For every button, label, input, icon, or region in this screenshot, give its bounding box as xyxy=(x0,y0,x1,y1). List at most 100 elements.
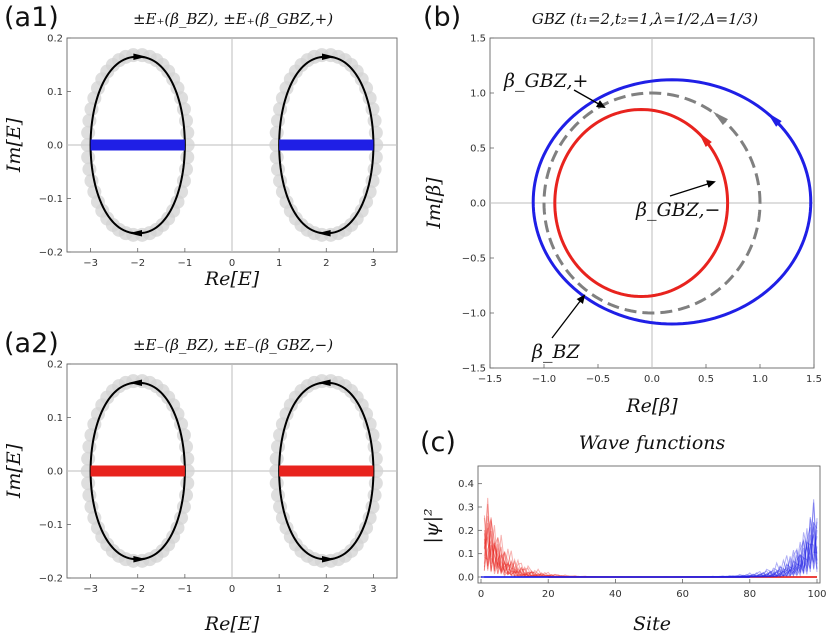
x-tick-label: 60 xyxy=(676,589,689,600)
plot-area-b xyxy=(490,38,814,368)
x-tick-label: 0 xyxy=(229,258,235,269)
gbz-direction-arrow xyxy=(698,131,712,148)
wavefunction-line xyxy=(484,516,818,578)
wavefunction-line xyxy=(484,499,818,578)
annotation-arrow-gbz-plus xyxy=(573,89,606,108)
x-axis-label-b: Re[β] xyxy=(625,395,678,417)
gbz-spectrum-point xyxy=(368,451,383,466)
gbz-spectrum-point xyxy=(179,488,194,503)
x-tick-label: 1 xyxy=(276,258,282,269)
x-tick-label: 0.0 xyxy=(644,374,660,385)
loop-direction-arrow xyxy=(133,556,147,563)
loop-direction-arrow xyxy=(317,379,331,386)
annotation-bz: β_BZ xyxy=(531,341,580,363)
wavefunction-line xyxy=(483,497,817,578)
plot-frame-c xyxy=(477,465,821,584)
wavefunction-line xyxy=(483,523,817,578)
annotation-arrow-gbz-minus xyxy=(669,180,716,197)
x-tick-label: 2 xyxy=(323,584,329,595)
x-tick-label: −1.0 xyxy=(532,374,556,385)
loop-direction-arrow xyxy=(321,53,336,60)
y-tick-label: 0.0 xyxy=(458,573,474,584)
gbz-spectrum-point xyxy=(269,125,284,140)
x-tick-label: −1.5 xyxy=(478,374,502,385)
x-tick-label: 1.5 xyxy=(806,374,822,385)
gbz-spectrum-point xyxy=(180,451,195,466)
y-tick-label: −0.5 xyxy=(462,254,486,265)
y-axis-label-b: Im[β] xyxy=(423,177,445,230)
gbz-spectrum-point xyxy=(81,451,96,466)
gbz-direction-arrow xyxy=(713,111,729,126)
y-tick-label: −0.2 xyxy=(39,248,63,259)
gbz-spectrum-point xyxy=(81,150,96,165)
x-tick-label: 80 xyxy=(743,589,756,600)
annotation-gbz-minus: β_GBZ,− xyxy=(635,199,720,221)
loop-direction-arrow xyxy=(321,556,336,563)
y-tick-label: 0.1 xyxy=(458,549,474,560)
loop-direction-arrow xyxy=(317,230,331,237)
y-tick-label: 0.2 xyxy=(47,34,63,45)
plot-area-a2 xyxy=(67,364,397,578)
x-tick-label: 20 xyxy=(542,589,555,600)
gbz-spectrum-point xyxy=(368,125,383,140)
wavefunction-line xyxy=(484,530,817,578)
x-tick-label: 0 xyxy=(229,584,235,595)
panel-label-a1: (a1) xyxy=(4,2,59,33)
y-tick-label: 0.2 xyxy=(47,360,63,371)
y-ticks-b: −1.5 −1.0 −0.5 0.0 0.5 1.0 1.5 xyxy=(462,34,494,375)
x-tick-label: −1 xyxy=(177,258,192,269)
y-tick-label: 0.0 xyxy=(47,467,63,478)
loop-direction-arrow xyxy=(128,230,143,237)
y-tick-label: 0.4 xyxy=(458,479,474,490)
wavefunction-line xyxy=(483,515,817,578)
panel-c: (c) Wave functions 0 20 40 60 80 100 0.00.10.… xyxy=(420,427,827,635)
x-tick-label: 0.5 xyxy=(698,374,714,385)
wavefunction-line xyxy=(483,517,817,578)
x-tick-label: 1 xyxy=(276,584,282,595)
panel-label-c: (c) xyxy=(420,427,456,458)
gbz-curve xyxy=(553,107,730,299)
y-ticks-a2: −0.2 −0.1 0.0 0.1 0.2 xyxy=(39,360,71,585)
panel-title-c: Wave functions xyxy=(579,432,726,454)
annotation-arrow-bz xyxy=(551,294,586,339)
gbz-spectrum-point xyxy=(270,113,285,128)
gbz-spectrum-point xyxy=(368,476,383,491)
y-ticks-a1: −0.2 −0.1 0.0 0.1 0.2 xyxy=(39,34,71,259)
gbz-direction-arrow xyxy=(767,112,782,127)
panel-label-b: (b) xyxy=(423,2,461,33)
wavefunction-line xyxy=(483,515,817,578)
x-ticks-c: 0 20 40 60 80 100 xyxy=(478,579,827,600)
gbz-spectrum-point xyxy=(82,113,97,128)
y-axis-label-a1: Im[E] xyxy=(3,117,25,173)
y-tick-label: −1.5 xyxy=(462,364,486,375)
y-tick-label: 0.1 xyxy=(47,413,63,424)
spectrum-loop xyxy=(278,55,375,235)
gbz-spectrum-point xyxy=(179,162,194,177)
x-tick-label: −1 xyxy=(177,584,192,595)
gbz-spectrum-point xyxy=(269,476,284,491)
gbz-spectrum-point xyxy=(270,439,285,454)
x-tick-label: 2 xyxy=(323,258,329,269)
x-tick-label: −0.5 xyxy=(586,374,610,385)
panel-b: (b) GBZ (t₁=2,t₂=1,λ=1/2,Δ=1/3) −1.5 −1.0… xyxy=(423,2,822,417)
y-tick-label: −0.1 xyxy=(39,520,63,531)
x-ticks-b: −1.5 −1.0 −0.5 0.0 0.5 1.0 1.5 xyxy=(478,364,822,385)
y-tick-label: 0.0 xyxy=(470,199,486,210)
y-tick-label: 1.0 xyxy=(470,89,486,100)
y-tick-label: −0.2 xyxy=(39,574,63,585)
gbz-curve xyxy=(531,78,813,326)
gbz-spectrum-point xyxy=(180,125,195,140)
panel-a1: (a1) ±E₊(β_BZ), ±E₊(β_GBZ,+) −3 −2 −1 0 1 2 3 … xyxy=(3,2,398,290)
y-axis-label-c: |ψ|² xyxy=(421,508,443,543)
y-tick-label: 0.0 xyxy=(47,141,63,152)
x-tick-label: −2 xyxy=(130,258,145,269)
x-axis-label-a1: Re[E] xyxy=(204,268,260,290)
gbz-curve xyxy=(542,91,762,315)
plot-area-c xyxy=(481,497,818,578)
y-tick-label: −0.1 xyxy=(39,194,63,205)
panel-label-a2: (a2) xyxy=(4,328,59,359)
spectrum-loop xyxy=(89,55,186,235)
x-tick-label: 40 xyxy=(609,589,622,600)
x-tick-label: −3 xyxy=(83,584,98,595)
